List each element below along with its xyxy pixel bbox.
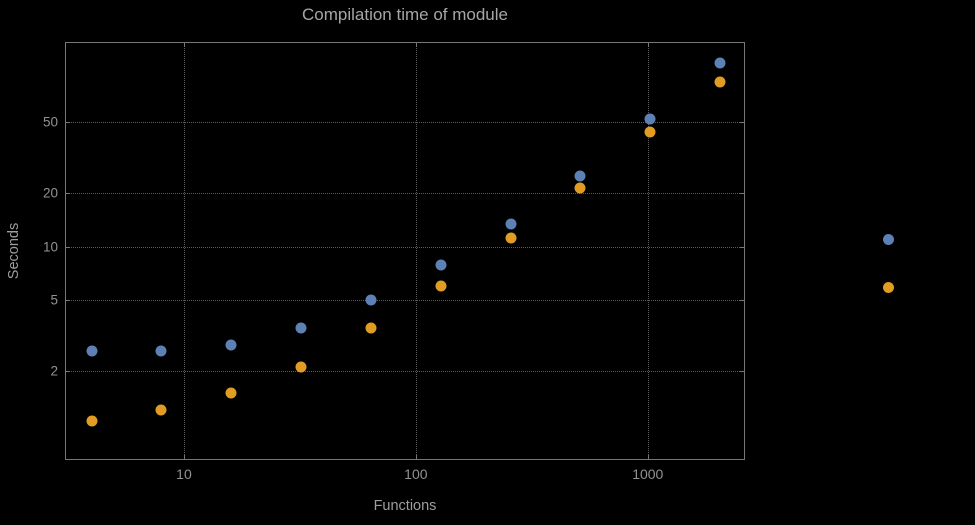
plot-area: 10 100 1000 2 5 10 20 50 (43, 42, 745, 482)
data-point-orange (644, 126, 656, 138)
data-point-orange (365, 322, 377, 334)
y-tick-mark (740, 371, 744, 373)
data-point-orange (295, 361, 307, 373)
y-tick-mark (740, 122, 744, 124)
x-axis-label: Functions (373, 498, 437, 514)
x-tick-mark (647, 455, 649, 459)
y-tick-mark (740, 193, 744, 195)
y-tick-label: 2 (50, 363, 58, 379)
y-gridline (66, 193, 744, 195)
y-tick-mark (66, 246, 70, 248)
data-point-blue (505, 218, 517, 230)
data-point-blue (365, 294, 377, 306)
x-gridline (647, 43, 649, 459)
legend-marker-1 (883, 234, 894, 245)
y-tick-mark (66, 122, 70, 124)
x-tick-mark (183, 455, 185, 459)
data-point-orange (435, 280, 447, 292)
y-gridline (66, 122, 744, 124)
data-point-blue (225, 339, 237, 351)
x-tick-mark (415, 455, 417, 459)
y-tick-mark (66, 371, 70, 373)
chart-title: Compilation time of module (302, 5, 508, 24)
y-gridline (66, 246, 744, 248)
x-tick-mark (415, 43, 417, 47)
x-tick-label: 100 (404, 466, 428, 482)
legend (883, 234, 894, 293)
data-point-blue (435, 259, 447, 271)
data-point-orange (86, 415, 98, 427)
data-point-blue (574, 170, 586, 182)
y-tick-mark (740, 246, 744, 248)
x-tick-mark (647, 43, 649, 47)
data-point-orange (574, 182, 586, 194)
data-point-blue (86, 345, 98, 357)
legend-marker-2 (883, 282, 894, 293)
data-point-orange (505, 232, 517, 244)
y-tick-label: 50 (42, 114, 58, 130)
x-gridline (415, 43, 417, 459)
y-gridline (66, 300, 744, 302)
y-tick-label: 5 (50, 292, 58, 308)
x-gridline (183, 43, 185, 459)
data-point-blue (295, 322, 307, 334)
data-point-blue (155, 345, 167, 357)
x-tick-label: 1000 (632, 466, 664, 482)
data-point-orange (225, 387, 237, 399)
y-tick-label: 10 (42, 239, 58, 255)
data-point-orange (714, 76, 726, 88)
y-gridline (66, 371, 744, 373)
x-tick-label: 10 (176, 466, 192, 482)
data-point-blue (714, 57, 726, 69)
data-point-blue (644, 113, 656, 125)
y-axis-label: Seconds (6, 222, 22, 280)
y-tick-mark (66, 193, 70, 195)
data-point-orange (155, 404, 167, 416)
y-tick-mark (740, 300, 744, 302)
y-tick-label: 20 (42, 185, 58, 201)
x-tick-mark (183, 43, 185, 47)
y-tick-mark (66, 300, 70, 302)
